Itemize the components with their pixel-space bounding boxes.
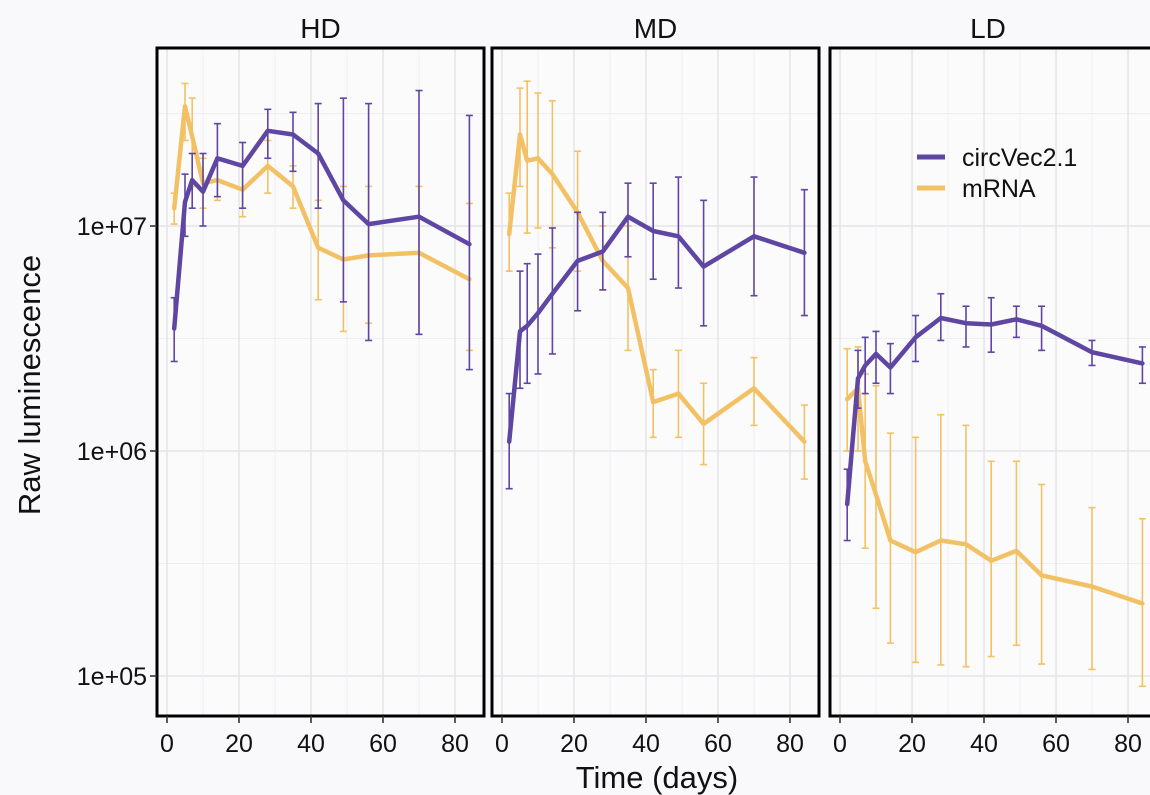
x-tick-label: 40 — [297, 730, 325, 758]
x-tick-label: 0 — [833, 730, 847, 758]
x-tick-label: 0 — [160, 730, 174, 758]
x-tick-label: 60 — [704, 730, 732, 758]
series-line — [506, 214, 807, 444]
x-tick-label: 20 — [225, 730, 253, 758]
y-tick-label: 1e+06 — [77, 438, 147, 466]
x-axis-title: Time (days) — [576, 760, 738, 795]
facet-title: LD — [970, 13, 1006, 44]
x-tick-label: 20 — [898, 730, 926, 758]
x-tick-label: 80 — [1114, 730, 1142, 758]
x-tick-label: 80 — [776, 730, 804, 758]
y-tick-label: 1e+07 — [77, 213, 147, 241]
panel-ld: LD 0 20 40 60 80 circVec2.1 mRNA — [828, 13, 1150, 758]
facet-panels: HD 0 20 40 60 80 MD 0 20 40 60 80 LD 0 20 40 60 80 circVec… — [155, 13, 1150, 758]
x-tick-label: 0 — [495, 730, 509, 758]
facet-title: MD — [634, 13, 678, 44]
series-line — [844, 315, 1145, 507]
panel-border — [828, 46, 1150, 718]
facet-title: HD — [300, 13, 340, 44]
x-tick-label: 60 — [369, 730, 397, 758]
legend-label: mRNA — [962, 175, 1036, 203]
panel-background — [830, 48, 1150, 716]
series-mrna — [843, 346, 1146, 688]
legend-label: circVec2.1 — [962, 144, 1077, 172]
gridlines — [492, 48, 819, 716]
legend: circVec2.1 mRNA — [917, 144, 1077, 203]
series-circvec2-1 — [505, 176, 808, 490]
x-tick-label: 80 — [441, 730, 469, 758]
panel-border — [490, 46, 821, 718]
y-axis-ticks: 1e+05 1e+06 1e+07 — [77, 213, 157, 691]
x-tick-label: 40 — [970, 730, 998, 758]
panel-hd: HD 0 20 40 60 80 — [155, 13, 486, 758]
panel-md: MD 0 20 40 60 80 — [490, 13, 821, 758]
x-tick-label: 40 — [632, 730, 660, 758]
series-line — [844, 386, 1145, 606]
series-circvec2-1 — [843, 292, 1146, 542]
series-line — [171, 128, 472, 331]
x-tick-label: 60 — [1042, 730, 1070, 758]
y-tick-label: 1e+05 — [77, 663, 147, 691]
y-axis-title: Raw luminescence — [12, 255, 47, 515]
x-tick-label: 20 — [560, 730, 588, 758]
panel-border — [155, 46, 486, 718]
series-circvec2-1 — [170, 89, 473, 371]
panel-background — [157, 48, 484, 716]
panel-background — [492, 48, 819, 716]
